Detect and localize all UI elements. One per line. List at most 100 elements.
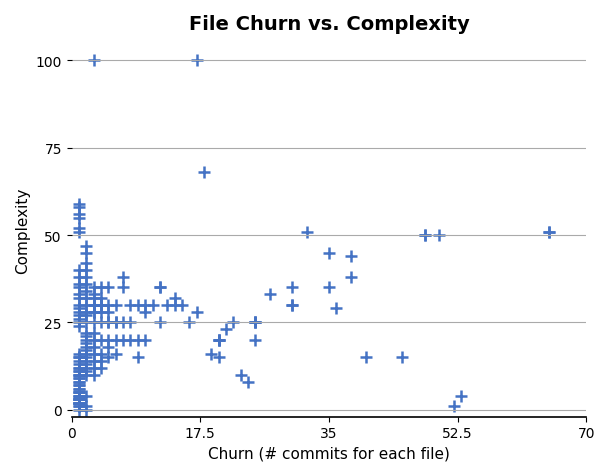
Point: [96, 284, 106, 292]
Point: [82, 354, 92, 361]
Point: [140, 308, 150, 316]
Point: [398, 354, 407, 361]
Point: [82, 403, 92, 410]
Point: [170, 295, 179, 302]
Point: [74, 305, 84, 313]
Point: [89, 308, 99, 316]
Point: [236, 371, 246, 379]
Point: [104, 337, 113, 344]
Point: [287, 301, 297, 309]
Point: [206, 350, 216, 358]
Point: [545, 228, 554, 236]
Point: [82, 406, 92, 414]
Point: [82, 301, 92, 309]
Point: [74, 364, 84, 372]
Point: [140, 301, 150, 309]
Point: [74, 399, 84, 407]
Point: [82, 347, 92, 355]
Point: [74, 291, 84, 298]
Point: [96, 319, 106, 327]
Point: [74, 228, 84, 236]
Point: [74, 392, 84, 400]
Point: [251, 337, 260, 344]
Point: [74, 375, 84, 382]
Point: [133, 354, 143, 361]
Point: [74, 316, 84, 323]
Point: [251, 319, 260, 327]
Point: [74, 350, 84, 358]
Point: [434, 232, 444, 239]
Point: [74, 388, 84, 396]
Point: [82, 288, 92, 295]
Point: [155, 284, 165, 292]
Point: [82, 312, 92, 319]
Point: [74, 204, 84, 211]
Point: [74, 396, 84, 403]
Point: [82, 329, 92, 337]
Point: [74, 371, 84, 379]
Point: [118, 337, 128, 344]
Point: [74, 200, 84, 208]
Point: [324, 249, 334, 257]
Point: [104, 354, 113, 361]
Point: [82, 364, 92, 372]
Point: [74, 284, 84, 292]
Point: [214, 354, 223, 361]
Point: [82, 267, 92, 274]
Point: [74, 295, 84, 302]
Point: [74, 392, 84, 400]
Point: [74, 361, 84, 368]
Point: [74, 375, 84, 382]
Point: [74, 396, 84, 403]
Point: [89, 295, 99, 302]
Point: [74, 388, 84, 396]
Point: [89, 350, 99, 358]
Point: [74, 403, 84, 410]
Point: [74, 382, 84, 389]
Point: [96, 308, 106, 316]
Point: [74, 406, 84, 414]
Point: [96, 364, 106, 372]
Point: [82, 333, 92, 340]
Point: [82, 357, 92, 365]
Point: [251, 319, 260, 327]
Point: [82, 350, 92, 358]
Point: [89, 58, 99, 65]
Point: [199, 169, 209, 177]
Point: [324, 284, 334, 292]
Point: [74, 378, 84, 386]
Point: [89, 343, 99, 351]
Point: [126, 337, 135, 344]
Point: [74, 301, 84, 309]
Point: [74, 368, 84, 376]
Point: [74, 385, 84, 393]
Point: [126, 301, 135, 309]
Point: [331, 305, 341, 313]
Point: [82, 392, 92, 400]
Point: [74, 267, 84, 274]
Point: [74, 382, 84, 389]
Point: [74, 371, 84, 379]
Point: [96, 301, 106, 309]
Point: [214, 337, 223, 344]
Point: [74, 399, 84, 407]
Point: [133, 337, 143, 344]
Point: [74, 371, 84, 379]
Point: [162, 301, 172, 309]
Point: [74, 364, 84, 372]
Point: [89, 337, 99, 344]
Point: [82, 368, 92, 376]
Point: [118, 274, 128, 281]
Point: [89, 329, 99, 337]
Point: [74, 399, 84, 407]
Point: [361, 354, 371, 361]
Point: [133, 301, 143, 309]
Point: [456, 392, 466, 400]
Point: [177, 301, 187, 309]
Point: [82, 242, 92, 250]
Point: [82, 308, 92, 316]
Point: [104, 301, 113, 309]
Point: [74, 280, 84, 288]
Point: [74, 388, 84, 396]
Point: [74, 322, 84, 330]
